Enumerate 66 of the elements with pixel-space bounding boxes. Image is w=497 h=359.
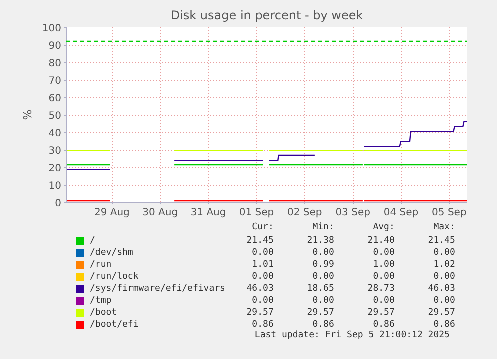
text: 1.00 — [373, 260, 395, 270]
x-tick-label: 03 Sep — [336, 208, 370, 218]
text: 0.99 — [312, 260, 334, 270]
text: 0.00 — [252, 296, 274, 306]
text: 46.03 — [246, 284, 274, 294]
y-tick-label: 80 — [48, 58, 62, 70]
text: 0.86 — [252, 320, 274, 330]
y-axis-title: % — [21, 110, 34, 120]
text: 0.00 — [434, 248, 456, 258]
text: 1.02 — [434, 260, 456, 270]
text: Last update: Fri Sep 5 21:00:12 2025 — [254, 330, 450, 340]
text: 0.86 — [312, 320, 334, 330]
text: 18.65 — [307, 284, 334, 294]
text: 0.00 — [373, 296, 395, 306]
text: 0.86 — [434, 320, 456, 330]
text: 0.00 — [434, 272, 456, 282]
text: 0.00 — [252, 272, 274, 282]
legend-label: /boot/efi — [90, 319, 139, 331]
text: 0.00 — [373, 272, 395, 282]
text: 28.73 — [368, 284, 395, 294]
text: Cur: — [252, 222, 274, 232]
y-tick-label: 50 — [48, 111, 62, 122]
text: 29.57 — [246, 308, 274, 318]
text: 0.86 — [373, 320, 395, 330]
x-tick-label: 04 Sep — [384, 208, 419, 218]
text: Min: — [312, 222, 334, 232]
y-tick-label: 20 — [48, 164, 62, 174]
y-tick-label: 60 — [48, 94, 62, 104]
y-tick-label: 100 — [42, 24, 62, 34]
text: 0.00 — [373, 248, 395, 258]
text: Max: — [434, 222, 456, 232]
y-tick-label: 70 — [48, 76, 62, 87]
text: 1.01 — [252, 260, 274, 270]
text: 0.00 — [312, 248, 334, 258]
legend-label: /run — [90, 259, 112, 271]
text: 46.03 — [428, 284, 456, 294]
legend-label: / — [90, 235, 96, 247]
x-tick-label: 31 Aug — [190, 208, 226, 218]
y-tick-label: 0 — [55, 198, 62, 210]
legend-label: /sys/firmware/efi/efivars — [90, 283, 226, 295]
text: 29.57 — [368, 308, 395, 318]
text: 21.38 — [307, 236, 334, 246]
y-tick-label: 40 — [48, 128, 62, 140]
text: 21.40 — [368, 236, 395, 246]
text: 0.00 — [252, 248, 274, 258]
y-tick-label: 90 — [48, 41, 62, 52]
text: 0.00 — [312, 272, 334, 282]
legend-label: /tmp — [90, 295, 112, 307]
text: 29.57 — [428, 308, 456, 318]
x-tick-label: 30 Aug — [142, 208, 178, 218]
x-tick-label: 29 Aug — [94, 208, 130, 218]
text: 29.57 — [307, 308, 334, 318]
x-tick-label: 05 Sep — [432, 208, 467, 218]
text: 21.45 — [246, 236, 274, 246]
text: 0.00 — [434, 296, 456, 306]
y-tick-label: 30 — [48, 146, 62, 157]
chart-title: Disk usage in percent - by week — [170, 8, 364, 22]
x-tick-label: 02 Sep — [288, 208, 322, 218]
legend-label: /dev/shm — [90, 247, 134, 259]
legend-label: /boot — [90, 307, 118, 319]
text: Avg: — [373, 222, 395, 232]
x-tick-label: 01 Sep — [239, 208, 274, 218]
legend-label: /run/lock — [90, 271, 139, 283]
text: 0.00 — [312, 296, 334, 306]
text: 21.45 — [428, 236, 456, 246]
y-tick-label: 10 — [48, 181, 62, 192]
